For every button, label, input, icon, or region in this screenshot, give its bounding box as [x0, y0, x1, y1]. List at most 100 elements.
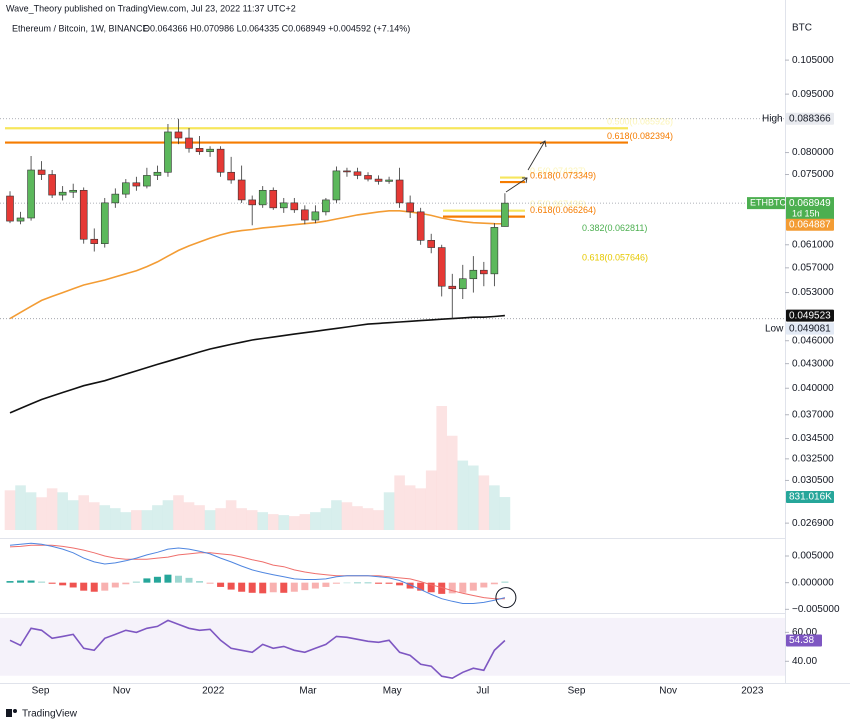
macd-histogram [417, 582, 425, 591]
macd-histogram [206, 582, 214, 584]
byline: Wave_Theory published on TradingView.com… [6, 3, 296, 13]
macd-histogram [17, 580, 25, 583]
volume-bar [46, 488, 58, 530]
macd-histogram [375, 582, 383, 584]
volume-bar [404, 485, 416, 530]
macd-histogram [196, 581, 204, 583]
macd-histogram [111, 582, 119, 588]
macd-histogram [490, 582, 498, 585]
macd-histogram [101, 582, 109, 591]
price-badge-bg [786, 197, 834, 222]
candle-body [153, 171, 162, 176]
volume-bar [215, 508, 226, 530]
candle-body [427, 240, 435, 248]
volume-bar [489, 485, 500, 530]
candle-body [395, 179, 404, 204]
macd-histogram [427, 582, 435, 593]
macd-histogram [332, 582, 340, 584]
logo [6, 709, 17, 717]
candle-body [469, 269, 478, 280]
symbol: Ethereum / Bitcoin, 1W, BINANCE [12, 23, 149, 33]
x-tick-label: May [383, 686, 402, 697]
volume-bar [88, 502, 100, 530]
candle-body [143, 175, 151, 187]
y-tick-label: 0.040000 [792, 383, 834, 394]
macd-histogram [469, 582, 477, 591]
volume-bar [67, 500, 79, 530]
volume-bar [425, 470, 437, 530]
fib-label: 0.5(0.074337) [530, 166, 586, 176]
candle-body [279, 202, 288, 209]
volume-bar [141, 510, 153, 530]
volume-bar [383, 492, 395, 530]
y-tick-label: 40.00 [792, 656, 817, 667]
macd-histogram [248, 582, 256, 593]
candle-body [490, 227, 499, 275]
volume-bar [25, 492, 37, 530]
volume-value: 831.016K [789, 492, 832, 503]
candle-body [122, 182, 130, 195]
volume-bar [362, 508, 374, 530]
fib-label: 0.382(0.062811) [582, 223, 647, 233]
rsi-line [9, 619, 506, 680]
macd-histogram [501, 581, 509, 583]
y-tick-label: 0.026900 [792, 518, 834, 529]
logo-mark [6, 709, 12, 717]
macd-histogram [185, 577, 193, 583]
candle-body [416, 211, 425, 241]
volume-bar [162, 500, 174, 530]
volume-bar [446, 435, 458, 530]
projection-arrow [505, 140, 547, 193]
volume-bar [152, 505, 163, 530]
candle-body [185, 137, 193, 149]
macd-histogram [259, 582, 267, 594]
candle-body [58, 191, 67, 196]
candle-body [269, 189, 278, 209]
volume-bar [320, 508, 332, 530]
volume-bar [373, 510, 384, 530]
candle-body [37, 169, 46, 175]
macd-histogram [143, 578, 151, 583]
symbol-badge: ETHBTC [750, 197, 787, 207]
volume-bar [173, 495, 184, 530]
volume-bar [246, 510, 258, 530]
footer: TradingView [22, 709, 78, 720]
macd-histogram [153, 576, 161, 583]
macd-histogram [301, 582, 309, 591]
volume-bar [257, 512, 269, 530]
volume-bar [468, 465, 479, 530]
macd-histogram [59, 582, 67, 586]
volume-bar [331, 500, 342, 530]
ohlc: O0.064366 H0.070986 L0.064335 C0.068949 … [143, 23, 410, 33]
volume-bar [499, 497, 511, 530]
volume-bar [110, 508, 121, 530]
fib-label: 0.500(0.085926) [607, 117, 673, 127]
fib-label: 0.618(0.082394) [607, 131, 673, 141]
macd-histogram [48, 582, 56, 584]
y-tick-label: 0.000000 [792, 577, 834, 588]
volume-bar [99, 505, 111, 530]
volume-bar [120, 512, 132, 530]
x-tick-label: Sep [32, 686, 50, 697]
candle-body [480, 269, 488, 275]
x-tick-label: Mar [299, 686, 317, 697]
candle-body [343, 170, 351, 173]
macd-histogram [217, 582, 225, 587]
y-tick-label: 0.075000 [792, 169, 834, 180]
candle-body [258, 189, 267, 206]
fib-label: 0.5(0.067436) [530, 199, 586, 209]
candle-body [374, 178, 383, 182]
macd-histogram [459, 582, 467, 593]
volume-bar [478, 475, 490, 530]
ma-value: 0.064887 [789, 219, 831, 230]
macd-histogram [280, 582, 288, 593]
volume-bar [4, 490, 16, 530]
x-tick-label: Nov [659, 686, 677, 697]
macd-histogram [448, 582, 456, 594]
volume-bar [341, 502, 353, 530]
candle-body [290, 202, 299, 211]
candle-body [406, 202, 414, 213]
x-tick-label: Jul [476, 686, 489, 697]
y-tick-label: 0.080000 [792, 147, 834, 158]
candle-body [364, 175, 372, 180]
